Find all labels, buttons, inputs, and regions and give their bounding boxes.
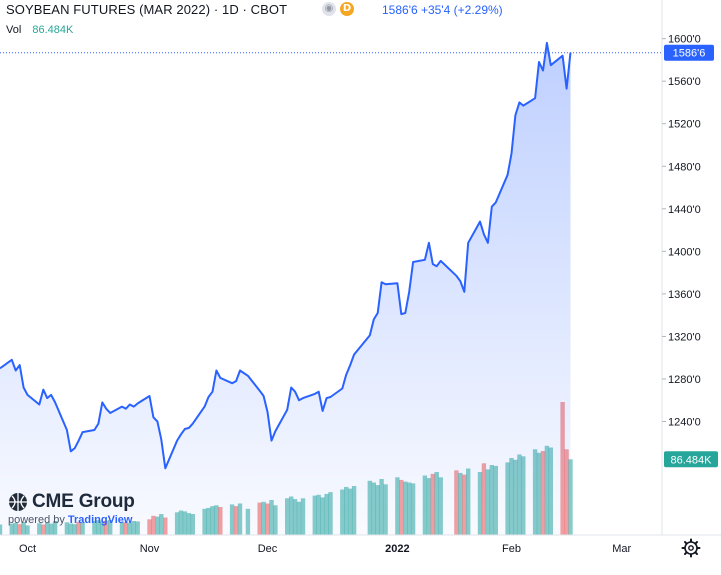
eye-icon[interactable]: ◉ [322, 2, 336, 16]
price-axis-label: 1520'0 [668, 119, 701, 131]
volume-tag-label: 86.484K [671, 454, 713, 466]
cme-globe-icon [9, 493, 27, 511]
powered-by-text: powered by [8, 514, 65, 526]
volume-legend: Vol 86.484K [6, 24, 73, 36]
time-axis-label: Mar [612, 543, 631, 555]
volume-tag-bg [664, 451, 718, 468]
gear-icon[interactable] [681, 538, 701, 558]
price-axis-label: 1600'0 [668, 34, 701, 46]
time-axis-label: Oct [19, 543, 36, 555]
time-axis-label: Feb [502, 543, 521, 555]
price-line [0, 41, 572, 470]
header-icons: ◉ D [322, 2, 354, 16]
time-axis-label: 2022 [385, 543, 409, 555]
price-axis-label: 1320'0 [668, 331, 701, 343]
time-axis-label: Nov [140, 543, 160, 555]
price-axis-label: 1400'0 [668, 246, 701, 258]
price-axis[interactable]: 1600'0 1560'0 1520'0 1480'0 1440'0 1400'0 1360… [662, 34, 701, 429]
price-axis-label: 1360'0 [668, 289, 701, 301]
tradingview-text[interactable]: TradingView [67, 514, 133, 526]
volume-legend-value: 86.484K [32, 24, 74, 36]
price-axis-label: 1240'0 [668, 417, 701, 429]
last-price-tag-bg [664, 44, 714, 61]
cme-logo-text: CME Group [32, 491, 135, 512]
last-quote: 1586'6 +35'4 (+2.29%) [382, 3, 503, 17]
powered-by: powered by TradingView [8, 514, 135, 526]
price-axis-label: 1280'0 [668, 374, 701, 386]
price-axis-label: 1560'0 [668, 76, 701, 88]
last-price-tag-label: 1586'6 [673, 48, 706, 60]
price-axis-label: 1480'0 [668, 161, 701, 173]
last-price-tag: 1586'6 [664, 44, 714, 61]
volume-legend-label: Vol [6, 24, 22, 36]
delay-badge-icon: D [340, 2, 354, 16]
time-axis[interactable]: Oct Nov Dec 2022 Feb Mar [19, 543, 632, 555]
time-axis-label: Dec [258, 543, 278, 555]
symbol-title[interactable]: SOYBEAN FUTURES (MAR 2022) · 1D · CBOT [6, 2, 288, 17]
volume-tag: 86.484K [664, 451, 718, 468]
cme-logo[interactable]: CME Group powered by TradingView [8, 491, 135, 526]
price-axis-label: 1440'0 [668, 204, 701, 216]
price-area-fill [0, 42, 571, 536]
